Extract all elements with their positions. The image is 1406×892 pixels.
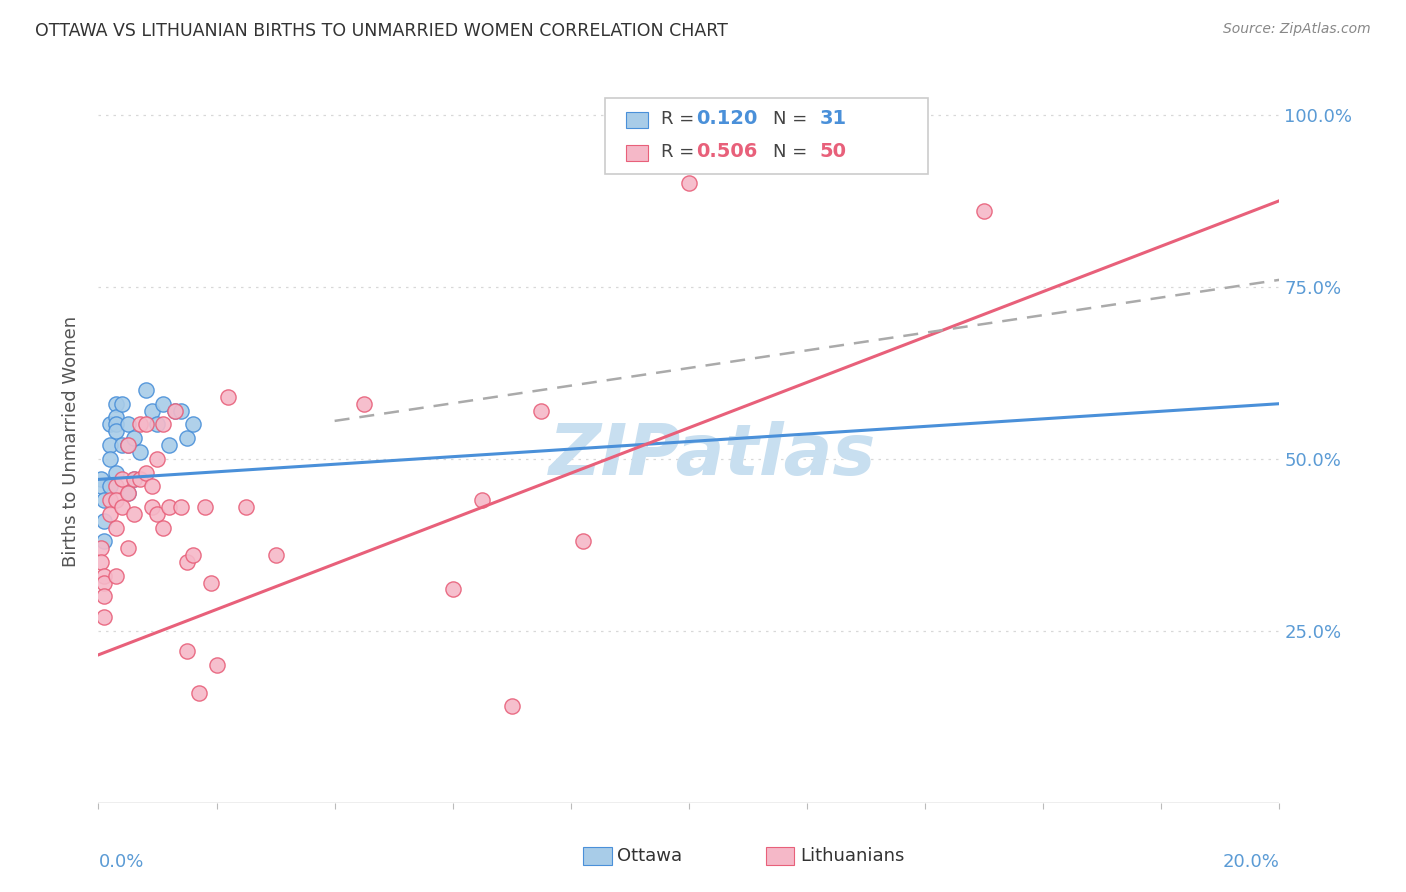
Point xyxy=(111,438,134,452)
Point xyxy=(117,438,139,452)
Point xyxy=(105,424,128,438)
Point xyxy=(98,507,121,521)
Y-axis label: Births to Unmarried Women: Births to Unmarried Women xyxy=(62,316,80,567)
Text: 0.506: 0.506 xyxy=(696,142,758,161)
Point xyxy=(93,568,115,582)
Point xyxy=(441,582,464,597)
Text: 0.0%: 0.0% xyxy=(98,854,143,871)
Point xyxy=(176,431,198,445)
Text: 31: 31 xyxy=(820,109,846,128)
Point xyxy=(146,451,169,466)
Point xyxy=(157,438,180,452)
Point xyxy=(217,390,239,404)
Text: Ottawa: Ottawa xyxy=(617,847,682,865)
Point xyxy=(471,493,494,508)
Point xyxy=(117,486,139,500)
Point xyxy=(90,541,112,556)
Point xyxy=(165,403,187,417)
Point xyxy=(98,493,121,508)
Point xyxy=(176,555,198,569)
Point xyxy=(135,417,157,432)
Point xyxy=(181,548,204,562)
Text: Source: ZipAtlas.com: Source: ZipAtlas.com xyxy=(1223,22,1371,37)
Point xyxy=(98,438,121,452)
Text: ZIPatlas: ZIPatlas xyxy=(548,422,876,491)
Point xyxy=(141,479,163,493)
Point xyxy=(128,445,150,459)
Point xyxy=(122,431,145,445)
Text: OTTAWA VS LITHUANIAN BIRTHS TO UNMARRIED WOMEN CORRELATION CHART: OTTAWA VS LITHUANIAN BIRTHS TO UNMARRIED… xyxy=(35,22,728,40)
Point xyxy=(146,507,169,521)
Point xyxy=(187,686,209,700)
Point xyxy=(93,514,115,528)
Point xyxy=(105,493,128,508)
Point xyxy=(128,472,150,486)
Point xyxy=(90,479,112,493)
Point xyxy=(181,417,204,432)
Point xyxy=(93,493,115,508)
Point xyxy=(105,568,128,582)
Point xyxy=(122,472,145,486)
Point xyxy=(128,417,150,432)
Text: Lithuanians: Lithuanians xyxy=(800,847,904,865)
Point xyxy=(146,417,169,432)
Text: 0.120: 0.120 xyxy=(696,109,758,128)
Point xyxy=(678,177,700,191)
Point xyxy=(93,534,115,549)
Point xyxy=(111,472,134,486)
Point xyxy=(176,644,198,658)
Text: N =: N = xyxy=(773,143,813,161)
Point xyxy=(152,397,174,411)
Point xyxy=(235,500,257,514)
Point xyxy=(98,479,121,493)
Point xyxy=(122,472,145,486)
Point xyxy=(200,575,222,590)
Point xyxy=(152,417,174,432)
Point xyxy=(194,500,217,514)
Point xyxy=(152,520,174,534)
Point xyxy=(105,397,128,411)
Point xyxy=(205,658,228,673)
Point xyxy=(973,204,995,219)
Point xyxy=(141,403,163,417)
Point xyxy=(105,466,128,480)
Text: N =: N = xyxy=(773,110,813,128)
Point xyxy=(135,383,157,397)
Point xyxy=(105,417,128,432)
Text: 20.0%: 20.0% xyxy=(1223,854,1279,871)
Point xyxy=(571,534,593,549)
Point xyxy=(501,699,523,714)
Point xyxy=(90,472,112,486)
Point xyxy=(98,417,121,432)
Point xyxy=(141,500,163,514)
Point xyxy=(93,590,115,604)
Point xyxy=(170,403,193,417)
Point xyxy=(117,541,139,556)
Point xyxy=(264,548,287,562)
Point xyxy=(117,417,139,432)
Point xyxy=(135,466,157,480)
Point xyxy=(93,610,115,624)
Point xyxy=(93,575,115,590)
Point xyxy=(530,403,553,417)
Point xyxy=(353,397,375,411)
Text: R =: R = xyxy=(661,143,700,161)
Point xyxy=(117,438,139,452)
Point xyxy=(105,520,128,534)
Point xyxy=(122,507,145,521)
Point xyxy=(111,500,134,514)
Point xyxy=(98,451,121,466)
Point xyxy=(105,479,128,493)
Point xyxy=(157,500,180,514)
Point xyxy=(90,555,112,569)
Text: 50: 50 xyxy=(820,142,846,161)
Point xyxy=(170,500,193,514)
Text: R =: R = xyxy=(661,110,700,128)
Point xyxy=(165,403,187,417)
Point xyxy=(111,397,134,411)
Point xyxy=(117,486,139,500)
Point xyxy=(105,410,128,425)
